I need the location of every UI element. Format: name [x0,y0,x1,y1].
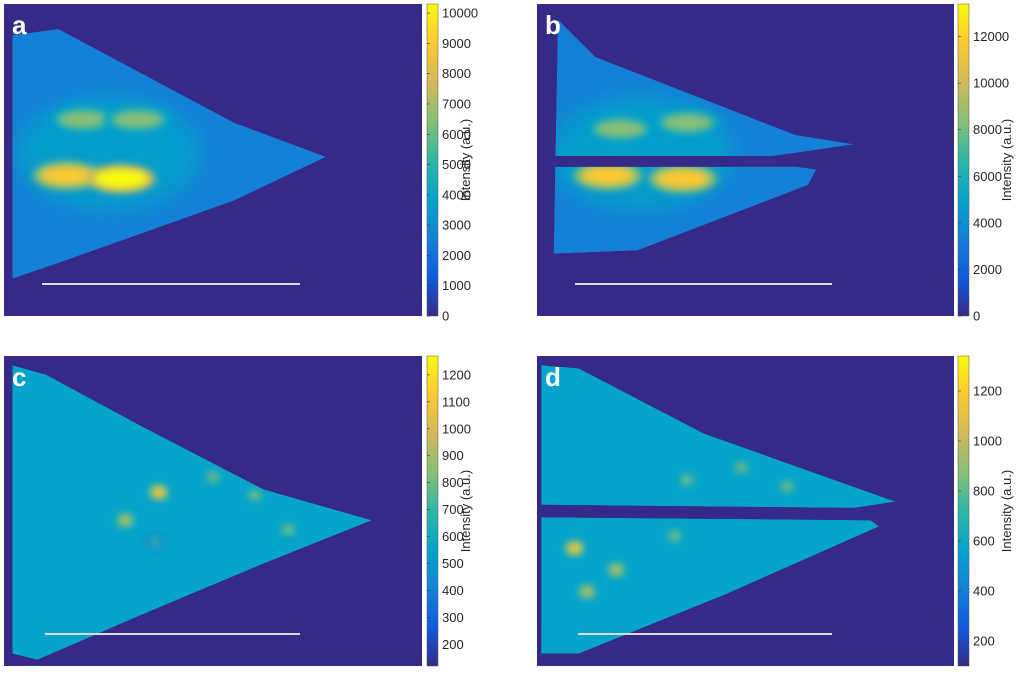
hotspot [57,110,110,129]
colorbar-label: Intensity (a.u.) [999,470,1014,552]
colorbar-tick-label: 6000 [973,169,1002,184]
colorbar-tick-label: 1000 [973,434,1002,449]
colorbar-tick-label: 8000 [442,66,471,81]
panel-c: c 200 300 400 500 600 700 800 900 1000 1100 1200 Int… [4,355,473,667]
panel-d: d 200 400 600 800 1000 1200 Intensity (a.u.) [537,355,1014,667]
panel-label: a [12,10,27,40]
colorbar-tick-label: 7000 [442,96,471,111]
colorbar [957,3,970,317]
colorbar-tick-label: 400 [973,584,995,599]
hotspot [581,586,594,597]
colorbar-tick-label: 1200 [973,384,1002,399]
colorbar-tick-label: 0 [442,309,449,324]
sample-region [553,19,854,254]
colorbar-tick-label: 9000 [442,36,471,51]
hotspot [610,564,623,575]
colorbar [426,3,439,317]
colorbar-tick-label: 6000 [442,127,471,142]
hotspot [656,169,709,188]
split-gap [553,155,854,167]
hotspot [207,471,219,482]
colorbar-tick-label: 600 [442,529,464,544]
panel-label: b [545,10,561,40]
hotspot [661,113,714,132]
colorbar-tick-label: 700 [442,502,464,517]
hotspot [581,166,634,185]
colorbar-tick-label: 10000 [442,6,478,21]
hotspot [95,169,148,188]
colorbar-tick-label: 4000 [973,215,1002,230]
sample-fill [541,365,896,508]
colorbar-label: Intensity (a.u.) [458,119,473,201]
sample-fill [541,517,879,654]
colorbar-tick-label: 1000 [442,421,471,436]
panel-b: b 0 2000 4000 6000 8000 10000 12000 Intensity (a… [537,3,1014,324]
hotspot [681,475,694,485]
colorbar-tick-label: 1200 [442,367,471,382]
hotspot [119,515,132,526]
hotspot [668,530,681,541]
hotspot [781,481,794,492]
colorbar-tick-label: 2000 [973,262,1002,277]
colorbar-tick-label: 1100 [442,394,470,409]
colorbar-tick-label: 10000 [973,76,1009,91]
colorbar-tick-label: 800 [973,484,995,499]
colorbar-tick-label: 200 [973,634,995,649]
colorbar-tick-label: 8000 [973,122,1002,137]
colorbar-tick-label: 500 [442,556,464,571]
hotspot [282,524,295,535]
hotspot [111,110,164,129]
colorbar-tick-label: 4000 [442,187,471,202]
colorbar-tick-label: 2000 [442,248,471,263]
hotspot [152,487,165,498]
panel-a: a 0 1000 2000 3000 4000 5000 6000 7000 8000 9000 10… [4,3,478,324]
hotspot [148,537,161,547]
hotspot [568,543,581,554]
sample-region [12,365,372,660]
panel-label: d [545,362,561,392]
colorbar-label: Intensity (a.u.) [999,119,1014,201]
sample-region [541,365,896,654]
colorbar-tick-label: 1000 [442,278,471,293]
colorbar-tick-label: 900 [442,448,464,463]
colorbar-tick-label: 200 [442,637,464,652]
hotspot [594,119,647,138]
colorbar-tick-label: 800 [442,475,464,490]
colorbar-label: Intensity (a.u.) [458,470,473,552]
hotspot [735,462,748,473]
colorbar-tick-label: 5000 [442,157,471,172]
colorbar [957,355,970,667]
colorbar-tick-label: 12000 [973,29,1009,44]
colorbar-tick-label: 600 [973,534,995,549]
sample-region [12,29,326,279]
panel-label: c [12,362,26,392]
colorbar [426,355,439,667]
colorbar-tick-label: 400 [442,583,464,598]
sample-fill [12,365,372,660]
hotspot [40,166,93,185]
colorbar-tick-label: 300 [442,610,464,625]
colorbar-tick-label: 0 [973,309,980,324]
hotspot [248,490,261,501]
colorbar-tick-label: 3000 [442,218,471,233]
